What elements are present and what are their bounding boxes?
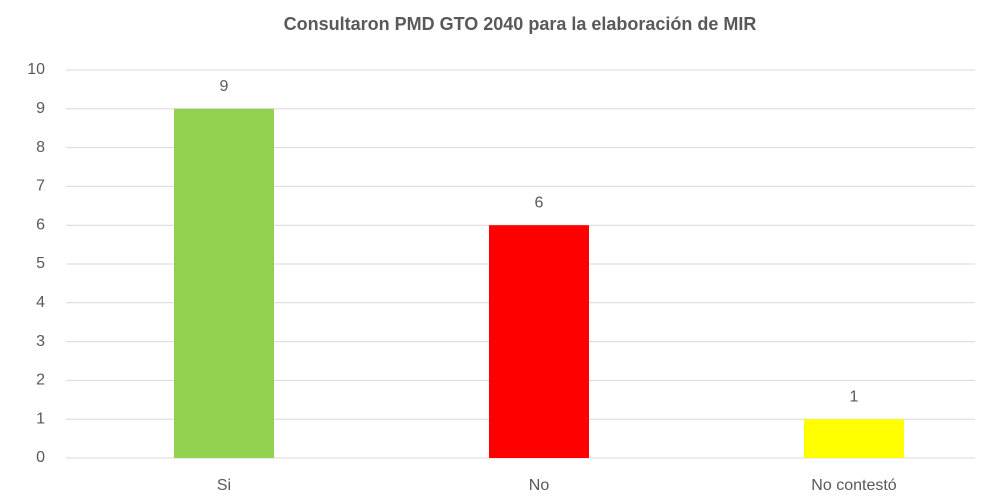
y-tick-label: 6 xyxy=(36,216,45,233)
y-tick-label: 1 xyxy=(36,410,45,427)
y-tick-label: 9 xyxy=(36,100,45,117)
x-tick-label: No contestó xyxy=(811,477,896,494)
chart-title: Consultaron PMD GTO 2040 para la elabora… xyxy=(284,14,757,34)
bar xyxy=(174,108,274,459)
data-label: 6 xyxy=(535,194,544,211)
x-tick-label: Si xyxy=(217,477,231,494)
y-tick-label: 3 xyxy=(36,333,45,350)
bar xyxy=(489,225,589,458)
y-tick-label: 2 xyxy=(36,372,45,389)
y-tick-label: 0 xyxy=(36,449,45,466)
x-tick-label: No xyxy=(529,477,550,494)
y-tick-label: 10 xyxy=(27,61,45,78)
y-tick-label: 4 xyxy=(36,294,45,311)
data-label: 9 xyxy=(220,78,229,95)
y-tick-label: 7 xyxy=(36,178,45,195)
y-tick-label: 5 xyxy=(36,255,45,272)
bar xyxy=(804,419,904,458)
data-label: 1 xyxy=(850,388,859,405)
y-tick-label: 8 xyxy=(36,139,45,156)
